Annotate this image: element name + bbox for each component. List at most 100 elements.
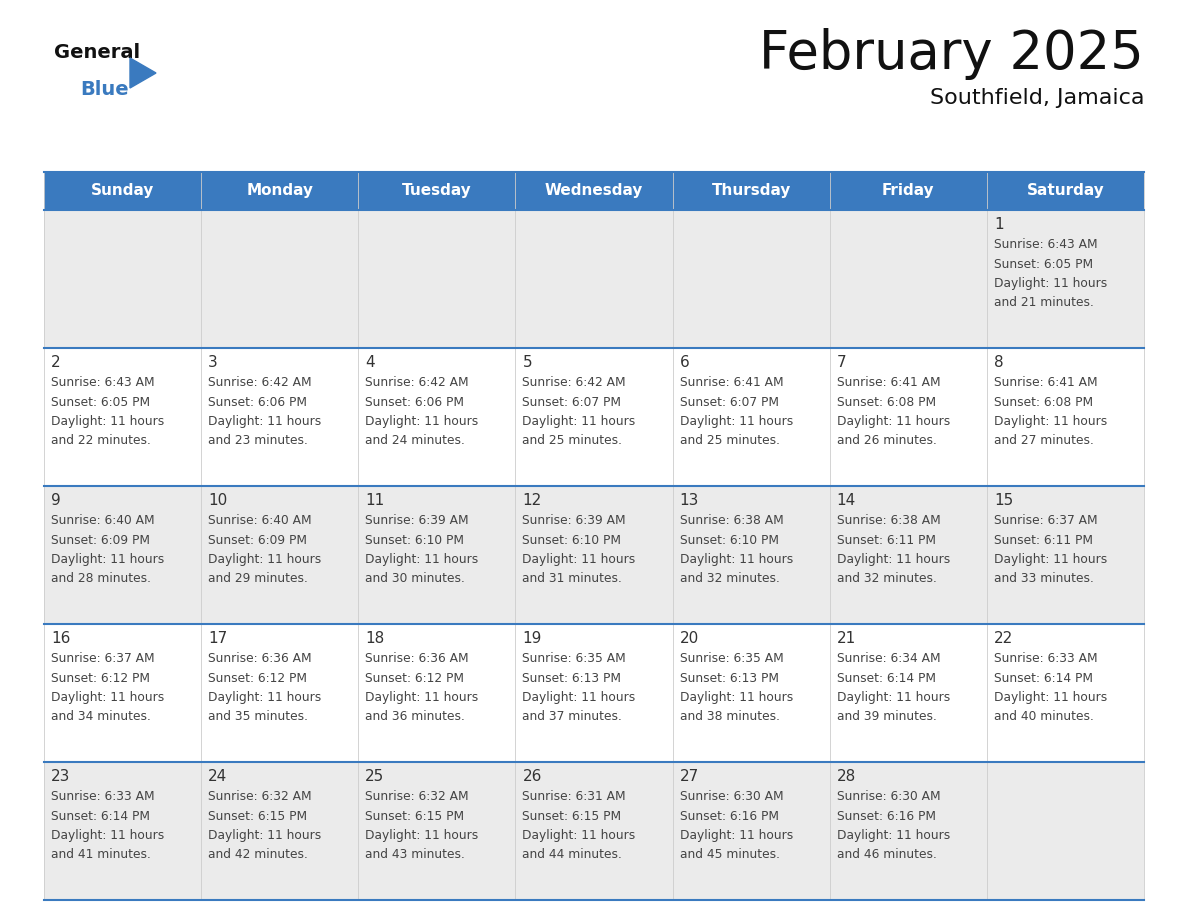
Text: Sunrise: 6:34 AM: Sunrise: 6:34 AM (836, 652, 941, 665)
Text: Sunrise: 6:40 AM: Sunrise: 6:40 AM (51, 514, 154, 527)
Text: and 34 minutes.: and 34 minutes. (51, 711, 151, 723)
Text: 2: 2 (51, 355, 61, 370)
Text: Sunrise: 6:41 AM: Sunrise: 6:41 AM (994, 376, 1098, 389)
Text: Sunset: 6:06 PM: Sunset: 6:06 PM (208, 396, 308, 409)
Text: Sunrise: 6:30 AM: Sunrise: 6:30 AM (680, 790, 783, 803)
Text: Sunrise: 6:40 AM: Sunrise: 6:40 AM (208, 514, 311, 527)
Text: Saturday: Saturday (1026, 184, 1105, 198)
Polygon shape (129, 58, 156, 88)
Text: and 21 minutes.: and 21 minutes. (994, 297, 1094, 309)
Text: and 45 minutes.: and 45 minutes. (680, 848, 779, 861)
Text: Tuesday: Tuesday (402, 184, 472, 198)
Text: 27: 27 (680, 769, 699, 784)
Text: Daylight: 11 hours: Daylight: 11 hours (836, 829, 950, 842)
Text: Sunset: 6:16 PM: Sunset: 6:16 PM (680, 810, 778, 823)
Text: 21: 21 (836, 631, 857, 646)
Text: Sunrise: 6:32 AM: Sunrise: 6:32 AM (365, 790, 469, 803)
Text: Sunset: 6:08 PM: Sunset: 6:08 PM (994, 396, 1093, 409)
Text: Sunrise: 6:33 AM: Sunrise: 6:33 AM (51, 790, 154, 803)
Text: Daylight: 11 hours: Daylight: 11 hours (523, 415, 636, 428)
Text: Daylight: 11 hours: Daylight: 11 hours (51, 415, 164, 428)
Text: and 25 minutes.: and 25 minutes. (680, 434, 779, 447)
Text: and 28 minutes.: and 28 minutes. (51, 573, 151, 586)
Text: Sunrise: 6:37 AM: Sunrise: 6:37 AM (51, 652, 154, 665)
Text: Blue: Blue (80, 80, 128, 99)
Text: Sunrise: 6:33 AM: Sunrise: 6:33 AM (994, 652, 1098, 665)
Text: 16: 16 (51, 631, 70, 646)
Text: and 38 minutes.: and 38 minutes. (680, 711, 779, 723)
Text: Sunset: 6:12 PM: Sunset: 6:12 PM (365, 671, 465, 685)
Text: Daylight: 11 hours: Daylight: 11 hours (365, 691, 479, 704)
Text: Sunset: 6:06 PM: Sunset: 6:06 PM (365, 396, 465, 409)
Text: Daylight: 11 hours: Daylight: 11 hours (680, 553, 792, 566)
Text: and 40 minutes.: and 40 minutes. (994, 711, 1094, 723)
Text: Sunrise: 6:42 AM: Sunrise: 6:42 AM (208, 376, 311, 389)
Text: 17: 17 (208, 631, 227, 646)
Text: Sunrise: 6:41 AM: Sunrise: 6:41 AM (836, 376, 941, 389)
Text: Sunset: 6:15 PM: Sunset: 6:15 PM (523, 810, 621, 823)
Text: 4: 4 (365, 355, 375, 370)
Text: 5: 5 (523, 355, 532, 370)
Text: Sunset: 6:07 PM: Sunset: 6:07 PM (680, 396, 778, 409)
Text: 1: 1 (994, 217, 1004, 232)
Text: Daylight: 11 hours: Daylight: 11 hours (208, 829, 322, 842)
Text: Sunset: 6:14 PM: Sunset: 6:14 PM (994, 671, 1093, 685)
Text: Sunset: 6:14 PM: Sunset: 6:14 PM (51, 810, 150, 823)
Text: Sunset: 6:12 PM: Sunset: 6:12 PM (51, 671, 150, 685)
Text: Daylight: 11 hours: Daylight: 11 hours (994, 553, 1107, 566)
Text: Sunrise: 6:42 AM: Sunrise: 6:42 AM (523, 376, 626, 389)
Bar (44, 348, 1144, 486)
Text: Daylight: 11 hours: Daylight: 11 hours (208, 553, 322, 566)
Text: Daylight: 11 hours: Daylight: 11 hours (51, 691, 164, 704)
Text: 10: 10 (208, 493, 227, 508)
Text: 13: 13 (680, 493, 699, 508)
Text: Sunrise: 6:43 AM: Sunrise: 6:43 AM (994, 238, 1098, 251)
Text: 24: 24 (208, 769, 227, 784)
Text: and 42 minutes.: and 42 minutes. (208, 848, 308, 861)
Text: Daylight: 11 hours: Daylight: 11 hours (51, 553, 164, 566)
Text: Sunrise: 6:35 AM: Sunrise: 6:35 AM (523, 652, 626, 665)
Text: 25: 25 (365, 769, 385, 784)
Text: Sunset: 6:09 PM: Sunset: 6:09 PM (208, 533, 308, 546)
Text: Daylight: 11 hours: Daylight: 11 hours (523, 553, 636, 566)
Text: Sunrise: 6:31 AM: Sunrise: 6:31 AM (523, 790, 626, 803)
Text: Sunset: 6:11 PM: Sunset: 6:11 PM (836, 533, 936, 546)
Bar (44, 172, 1144, 210)
Text: and 35 minutes.: and 35 minutes. (208, 711, 308, 723)
Text: February 2025: February 2025 (759, 28, 1144, 80)
Bar (44, 486, 1144, 624)
Text: and 24 minutes.: and 24 minutes. (365, 434, 466, 447)
Text: 8: 8 (994, 355, 1004, 370)
Text: and 44 minutes.: and 44 minutes. (523, 848, 623, 861)
Text: Sunset: 6:09 PM: Sunset: 6:09 PM (51, 533, 150, 546)
Text: Sunday: Sunday (91, 184, 154, 198)
Text: 15: 15 (994, 493, 1013, 508)
Bar (44, 762, 1144, 900)
Text: Sunset: 6:13 PM: Sunset: 6:13 PM (680, 671, 778, 685)
Text: and 29 minutes.: and 29 minutes. (208, 573, 308, 586)
Text: and 43 minutes.: and 43 minutes. (365, 848, 466, 861)
Text: Sunrise: 6:32 AM: Sunrise: 6:32 AM (208, 790, 311, 803)
Text: 14: 14 (836, 493, 857, 508)
Text: Daylight: 11 hours: Daylight: 11 hours (680, 829, 792, 842)
Text: Sunrise: 6:39 AM: Sunrise: 6:39 AM (523, 514, 626, 527)
Text: and 39 minutes.: and 39 minutes. (836, 711, 936, 723)
Text: and 33 minutes.: and 33 minutes. (994, 573, 1094, 586)
Text: 28: 28 (836, 769, 857, 784)
Text: Friday: Friday (881, 184, 935, 198)
Text: Daylight: 11 hours: Daylight: 11 hours (836, 691, 950, 704)
Text: Sunrise: 6:43 AM: Sunrise: 6:43 AM (51, 376, 154, 389)
Text: and 32 minutes.: and 32 minutes. (836, 573, 936, 586)
Text: Sunset: 6:16 PM: Sunset: 6:16 PM (836, 810, 936, 823)
Text: 3: 3 (208, 355, 217, 370)
Text: 12: 12 (523, 493, 542, 508)
Text: Daylight: 11 hours: Daylight: 11 hours (208, 691, 322, 704)
Text: Sunrise: 6:37 AM: Sunrise: 6:37 AM (994, 514, 1098, 527)
Text: Daylight: 11 hours: Daylight: 11 hours (365, 829, 479, 842)
Text: Sunrise: 6:38 AM: Sunrise: 6:38 AM (680, 514, 783, 527)
Text: 20: 20 (680, 631, 699, 646)
Text: Thursday: Thursday (712, 184, 791, 198)
Text: Daylight: 11 hours: Daylight: 11 hours (523, 829, 636, 842)
Text: General: General (53, 43, 140, 62)
Text: 11: 11 (365, 493, 385, 508)
